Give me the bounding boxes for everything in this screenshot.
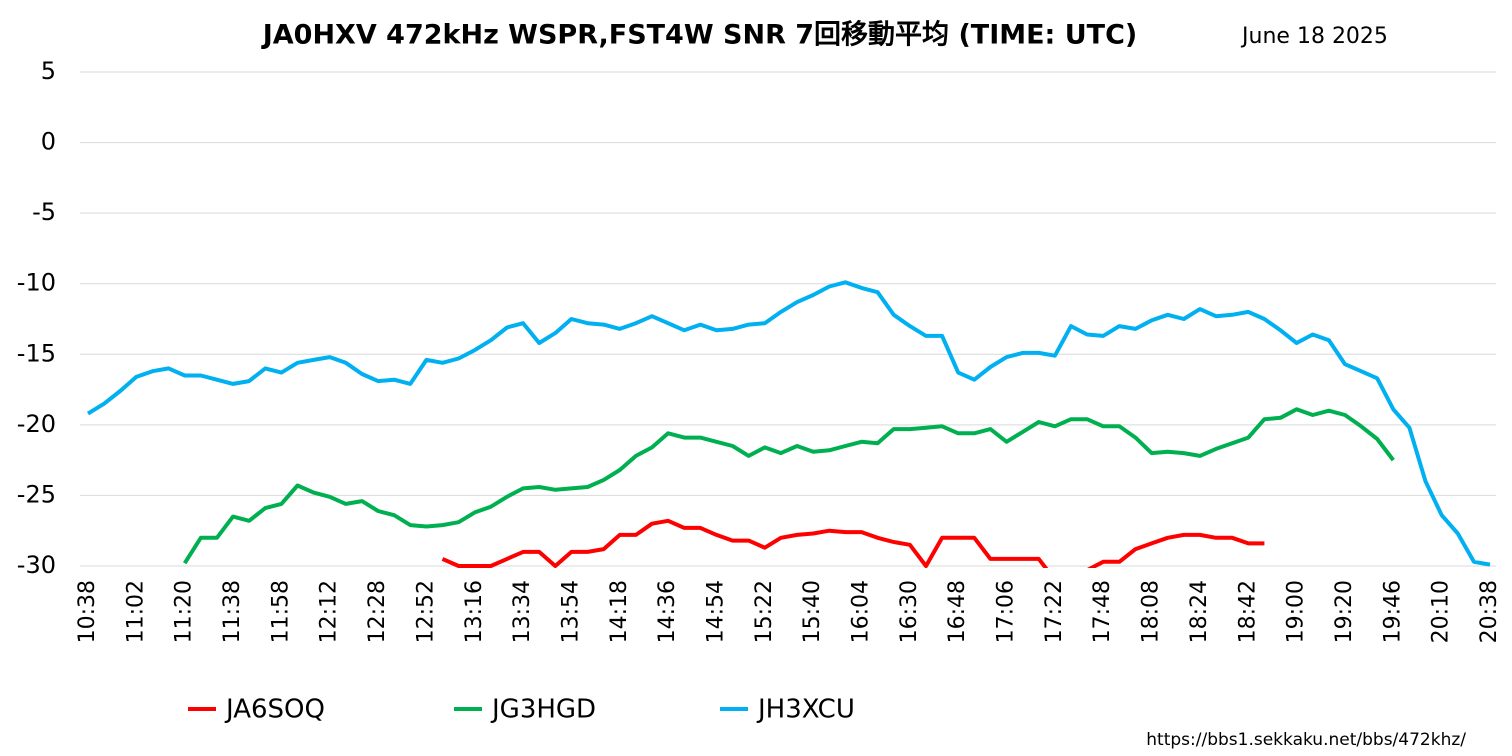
x-tick-label: 18:08 (1139, 580, 1164, 643)
x-tick-label: 16:04 (849, 580, 874, 643)
series-line (86, 280, 1491, 567)
x-tick-label: 19:00 (1284, 580, 1309, 643)
y-tick-label: 0 (41, 128, 56, 156)
y-tick-label: -30 (17, 551, 56, 579)
y-tick-label: 5 (41, 57, 56, 85)
x-tick-label: 14:36 (655, 580, 680, 643)
x-tick-label: 10:38 (75, 580, 100, 643)
x-tick-label: 11:20 (172, 580, 197, 643)
x-tick-label: 16:48 (945, 580, 970, 643)
y-tick-label: -20 (17, 410, 56, 438)
legend-label: JG3HGD (490, 695, 596, 725)
x-tick-label: 17:48 (1090, 580, 1115, 643)
x-tick-label: 15:40 (800, 580, 825, 643)
x-tick-label: 14:54 (703, 580, 728, 643)
source: https://bbs1.sekkaku.net/bbs/472khz/ (1146, 730, 1466, 750)
x-tick-label: 14:18 (607, 580, 632, 643)
x-tick-label: 20:38 (1477, 580, 1502, 643)
x-tick-label: 17:22 (1042, 580, 1067, 643)
x-tick-label: 15:22 (752, 580, 777, 643)
x-tick-label: 13:34 (510, 580, 535, 643)
x-tick-label: 12:28 (365, 580, 390, 643)
series-line (441, 518, 1265, 568)
chart-subtitle: June 18 2025 (1240, 24, 1388, 49)
x-tick-label: 19:20 (1332, 580, 1357, 643)
legend-label: JA6SOQ (224, 695, 325, 725)
x-tick-label: 20:10 (1429, 580, 1454, 643)
x-tick-label: 11:02 (123, 580, 148, 643)
x-tick-label: 16:30 (897, 580, 922, 643)
x-tick-label: 18:42 (1235, 580, 1260, 643)
y-tick-label: -15 (17, 339, 56, 367)
y-tick-label: -10 (17, 269, 56, 297)
x-tick-label: 12:12 (317, 580, 342, 643)
legend-label: JH3XCU (756, 695, 855, 725)
chart-title: JA0HXV 472kHz WSPR,FST4W SNR 7回移動平均 (TIM… (261, 20, 1138, 51)
x-tick-label: 19:46 (1380, 580, 1405, 643)
x-tick-label: 13:16 (462, 580, 487, 643)
x-tick-label: 11:58 (268, 580, 293, 643)
y-tick-label: -25 (17, 480, 56, 508)
x-tick-label: 13:54 (558, 580, 583, 643)
y-tick-label: -5 (32, 198, 56, 226)
x-tick-label: 11:38 (220, 580, 245, 643)
x-tick-label: 18:24 (1187, 580, 1212, 643)
series-line (183, 407, 1395, 565)
x-tick-label: 17:06 (994, 580, 1019, 643)
x-tick-label: 12:52 (413, 580, 438, 643)
